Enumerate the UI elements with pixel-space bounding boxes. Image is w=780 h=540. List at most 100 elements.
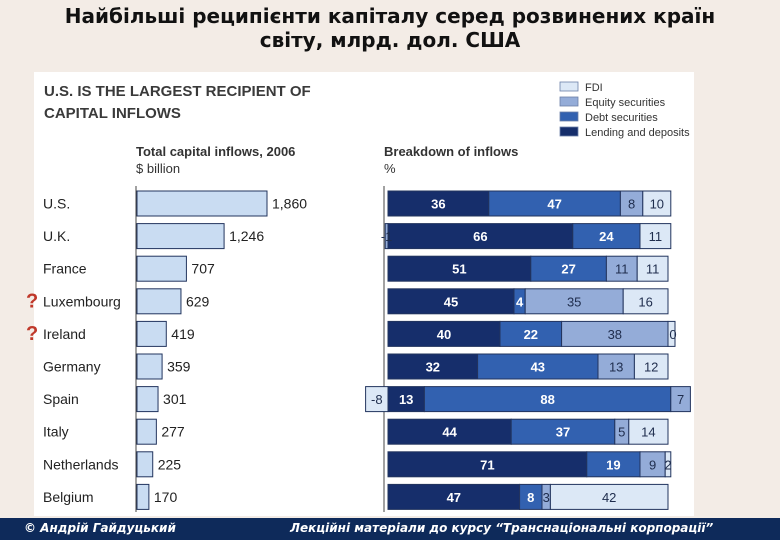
stack-value-label: 19 [606, 457, 620, 472]
stack-value-label: 11 [649, 229, 663, 244]
total-bar [136, 320, 167, 347]
stack-value-label: 14 [641, 425, 655, 440]
slide-title-line-1: Найбільші реципієнти капіталу серед розв… [64, 4, 716, 28]
stack-value-label: 36 [431, 197, 445, 212]
stack-segment [387, 320, 501, 347]
question-marker: ? [26, 290, 38, 312]
total-value-label: 629 [186, 293, 210, 309]
total-value-label: 301 [163, 391, 187, 407]
total-value-label: 277 [161, 424, 185, 440]
stack-value-label: 32 [426, 360, 440, 375]
stack-value-label: 27 [561, 262, 575, 277]
stack-segment [387, 255, 532, 282]
stack-segment [639, 223, 672, 250]
category-label: U.S. [43, 196, 70, 212]
stack-value-label: 3 [543, 490, 550, 505]
stack-value-label: 7 [677, 392, 684, 407]
stack-segment [628, 418, 669, 445]
category-label: France [43, 261, 87, 277]
stack-value-label: 47 [447, 490, 461, 505]
stack-segment [387, 190, 490, 217]
stack-value-label: 47 [547, 197, 561, 212]
stack-segment [549, 483, 669, 510]
stack-value-label: 9 [649, 457, 656, 472]
stack-segment-negative [365, 386, 389, 413]
stack-value-label: 8 [527, 490, 534, 505]
left-panel-unit: $ billion [136, 161, 180, 176]
total-bar [136, 418, 157, 445]
footer-author: © Андрій Гайдуцький [24, 521, 176, 535]
total-bar [136, 223, 225, 250]
total-bar [136, 190, 268, 217]
stack-segment [387, 451, 588, 478]
stack-segment [561, 320, 669, 347]
total-bar [136, 255, 187, 282]
total-value-label: 1,246 [229, 228, 264, 244]
category-label: Netherlands [43, 456, 119, 472]
left-panel-title: Total capital inflows, 2006 [136, 144, 295, 159]
stack-segment [510, 418, 616, 445]
legend-swatch [559, 126, 579, 137]
total-bar [136, 288, 182, 315]
stack-value-label: 35 [567, 294, 581, 309]
stack-value-label: 10 [650, 197, 664, 212]
total-value-label: 419 [171, 326, 195, 342]
stack-segment [387, 418, 512, 445]
total-bar [136, 386, 159, 413]
legend-swatch [559, 96, 579, 107]
stack-value-label: 38 [608, 327, 622, 342]
category-label: U.K. [43, 228, 70, 244]
stack-segment [586, 451, 641, 478]
category-label: Luxembourg [43, 293, 121, 309]
legend-label: FDI [585, 82, 603, 94]
stack-segment [622, 288, 669, 315]
legend-label: Equity securities [585, 97, 666, 109]
slide-title: Найбільші реципієнти капіталу серед розв… [0, 4, 780, 52]
legend-label: Lending and deposits [585, 127, 690, 139]
stack-value-label: 71 [480, 457, 494, 472]
stack-value-label: 12 [644, 360, 658, 375]
stack-value-label: 16 [638, 294, 652, 309]
footer-course: Лекційні матеріали до курсу “Транснаціон… [290, 521, 714, 535]
category-label: Belgium [43, 489, 94, 505]
legend-label: Debt securities [585, 112, 658, 124]
slide-title-line-2: світу, млрд. дол. США [259, 28, 521, 52]
stack-value-label: 13 [609, 360, 623, 375]
total-bar [136, 451, 154, 478]
stack-value-label: 5 [618, 425, 625, 440]
stack-value-label: 0 [669, 327, 676, 342]
legend-swatch [559, 111, 579, 122]
right-panel-title: Breakdown of inflows [384, 144, 518, 159]
stack-value-label: 40 [437, 327, 451, 342]
stack-value-label: 37 [556, 425, 570, 440]
total-value-label: 170 [154, 489, 178, 505]
stack-value-label: 4 [516, 294, 524, 309]
stack-value-label: 8 [628, 197, 635, 212]
stack-segment [524, 288, 624, 315]
category-label: Ireland [43, 326, 86, 342]
question-marker: ? [26, 323, 38, 345]
stack-value-label: 11 [646, 262, 660, 277]
stack-segment [664, 451, 672, 478]
stack-segment-negative [384, 223, 389, 250]
stack-value-label: 22 [524, 327, 538, 342]
stack-value-label: -8 [371, 392, 383, 407]
stack-value-label: 66 [473, 229, 487, 244]
stack-segment [605, 255, 638, 282]
category-label: Spain [43, 391, 79, 407]
stack-value-label: 2 [664, 457, 671, 472]
stack-value-label: 44 [442, 425, 457, 440]
total-bar [136, 353, 163, 380]
chart-heading-line: U.S. IS THE LARGEST RECIPIENT OF [44, 83, 311, 100]
total-value-label: 707 [191, 261, 215, 277]
stack-value-label: 11 [615, 262, 629, 277]
stack-value-label: 43 [531, 360, 545, 375]
stack-value-label: 24 [599, 229, 614, 244]
right-panel-unit: % [384, 161, 396, 176]
stack-segment [488, 190, 621, 217]
footer-bar: © Андрій Гайдуцький Лекційні матеріали д… [0, 518, 780, 540]
stack-value-label: 42 [602, 490, 616, 505]
stack-value-label: 13 [399, 392, 413, 407]
stack-value-label: 45 [444, 294, 458, 309]
